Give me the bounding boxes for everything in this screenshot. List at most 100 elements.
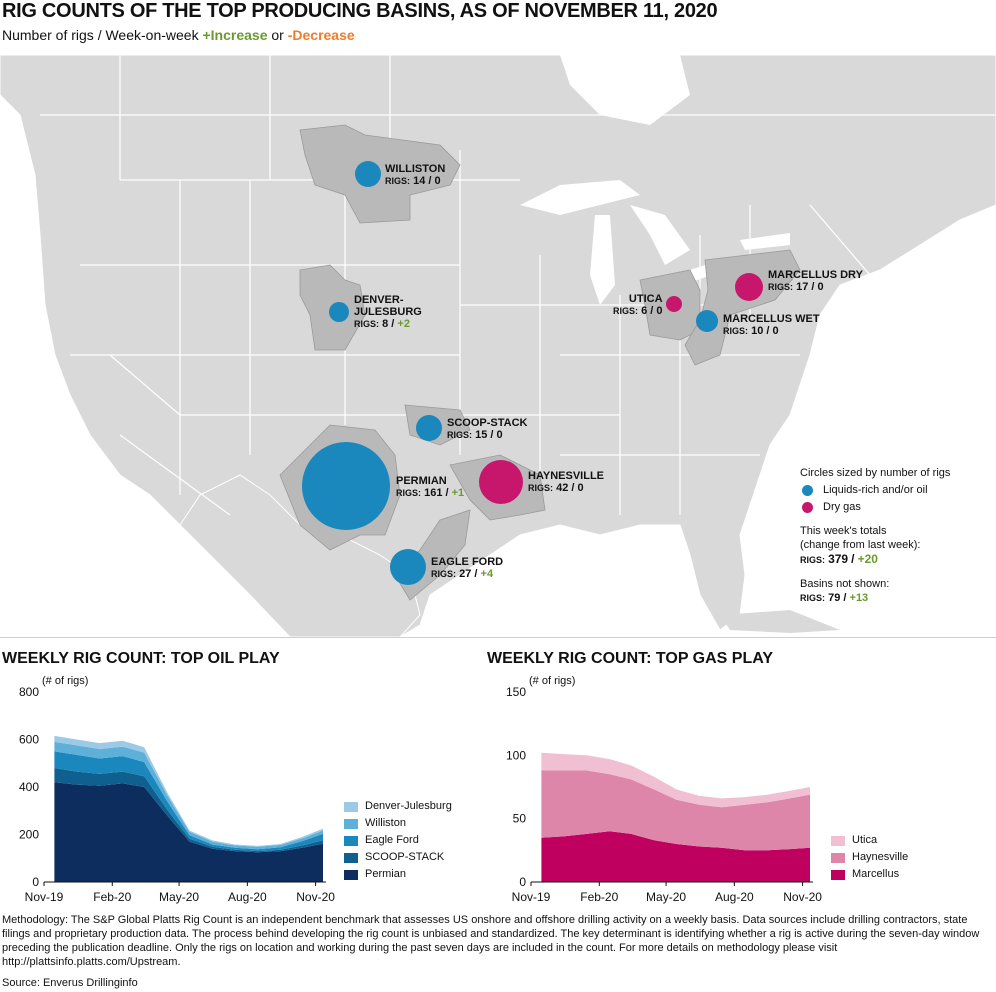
legend-swatch: [344, 852, 358, 863]
subtitle-or: or: [271, 27, 284, 43]
basin-name: HAYNESVILLE: [528, 470, 605, 482]
rigs-sep: /: [766, 325, 770, 337]
rigs-label: RIGS:: [385, 176, 411, 186]
area-series-1[interactable]: [54, 768, 324, 853]
x-tick-label: Aug-20: [715, 890, 754, 904]
totals-change: +20: [857, 552, 878, 566]
y-tick-label: 800: [19, 685, 39, 699]
x-tick-label: Nov-20: [783, 890, 822, 904]
y-tick-label: 0: [32, 875, 39, 889]
rigs-label: RIGS:: [613, 306, 639, 316]
legend-oil-label: Liquids-rich and/or oil: [823, 484, 928, 496]
rigs-sep: /: [391, 318, 395, 330]
hudson-bay: [560, 55, 690, 125]
rigs-value: 10: [751, 325, 764, 337]
basin-label-eagle-ford: EAGLE FORD RIGS: 27 / +4: [431, 556, 503, 580]
circle-scoop-stack[interactable]: [416, 415, 442, 441]
circle-marcellus-dry[interactable]: [735, 273, 763, 301]
legend-gas: Dry gas: [800, 500, 990, 514]
rigs-change: +1: [451, 487, 465, 499]
legend-item-2: Eagle Ford: [344, 832, 452, 849]
not-shown-sep: /: [843, 592, 847, 604]
oil-chart-svg: (# of rigs) 0 200 400 600 800 Nov-19 Feb-20 May-…: [19, 675, 335, 904]
rigs-label: RIGS:: [354, 319, 380, 329]
rigs-value: 15: [475, 429, 488, 441]
rigs-value: 14: [413, 175, 426, 187]
y-tick-label: 50: [513, 812, 527, 826]
area-series-3[interactable]: [54, 741, 324, 850]
lake-ontario: [740, 233, 790, 250]
basin-circles: [302, 161, 763, 585]
circle-utica[interactable]: [666, 296, 682, 312]
circle-williston[interactable]: [355, 161, 381, 187]
rigs-change: +4: [480, 568, 494, 580]
legend-label: Permian: [365, 868, 406, 880]
rigs-change: 0: [772, 325, 779, 337]
basin-name: WILLISTON: [385, 163, 446, 175]
area-series-2[interactable]: [54, 751, 324, 852]
rigs-change: 0: [434, 175, 441, 187]
basin-label-scoop-stack: SCOOP-STACK RIGS: 15 / 0: [447, 417, 527, 441]
area-series-0[interactable]: [54, 782, 324, 882]
x-tick-label: May-20: [646, 890, 686, 904]
map-legend: Circles sized by number of rigs Liquids-…: [800, 466, 990, 605]
subtitle-decrease: -Decrease: [287, 27, 355, 43]
legend-swatch: [831, 869, 845, 880]
oil-dot-icon: [802, 484, 813, 496]
oil-chart: (# of rigs) 0 200 400 600 800 Nov-19 Feb-20 May-…: [0, 672, 340, 909]
page-subtitle: Number of rigs / Week-on-week +Increase …: [2, 27, 355, 43]
rigs-sep: /: [428, 175, 432, 187]
basin-label-permian: PERMIAN RIGS: 161 / +1: [396, 475, 464, 499]
legend-label: Utica: [852, 834, 878, 846]
area-series-0[interactable]: [541, 831, 810, 882]
legend-item-1: Haynesville: [831, 849, 908, 866]
circle-denver-julesburg[interactable]: [329, 302, 349, 322]
basin-label-haynesville: HAYNESVILLE RIGS: 42 / 0: [528, 470, 604, 494]
basin-label-marcellus-wet: MARCELLUS WET RIGS: 10 / 0: [723, 313, 820, 337]
map: WILLISTON RIGS: 14 / 0 DENVER- JULESBURG…: [0, 55, 996, 637]
legend-item-0: Permian: [344, 866, 452, 883]
x-tick-label: May-20: [159, 890, 199, 904]
rigs-label: RIGS:: [431, 569, 457, 579]
x-tick-label: Feb-20: [93, 890, 131, 904]
legend-label: Williston: [365, 817, 406, 829]
basin-label-williston: WILLISTON RIGS: 14 / 0: [385, 163, 445, 187]
circle-marcellus-wet[interactable]: [696, 310, 718, 332]
oil-chart-legend: Denver-Julesburg Williston Eagle Ford SCOOP…: [344, 798, 452, 883]
rigs-change: 0: [496, 429, 503, 441]
y-axis-label: (# of rigs): [529, 675, 575, 687]
y-tick-label: 400: [19, 780, 39, 794]
section-divider: [0, 637, 996, 638]
area-series-2[interactable]: [541, 752, 810, 808]
legend-item-2: Utica: [831, 832, 908, 849]
rigs-sep: /: [571, 482, 575, 494]
legend-gas-label: Dry gas: [823, 501, 861, 513]
legend-swatch: [344, 869, 358, 880]
y-axis-label: (# of rigs): [42, 675, 88, 687]
area-series-1[interactable]: [541, 770, 810, 851]
basin-name-line2: JULESBURG: [354, 306, 422, 318]
rigs-change: 0: [817, 281, 824, 293]
totals-heading-1: This week's totals: [800, 525, 887, 537]
basin-name: SCOOP-STACK: [447, 417, 528, 429]
legend-swatch: [831, 835, 845, 846]
source: Source: Enverus Drillinginfo: [2, 977, 138, 989]
basin-label-denver-julesburg: DENVER- JULESBURG RIGS: 8 / +2: [354, 294, 422, 330]
x-tick-label: Nov-20: [296, 890, 335, 904]
rigs-value: 8: [382, 318, 389, 330]
rigs-value: 42: [556, 482, 569, 494]
legend-label: Haynesville: [852, 851, 909, 863]
not-shown-values: RIGS: 79 / +13: [800, 591, 990, 605]
basin-name: DENVER-: [354, 294, 404, 306]
gas-chart-title: WEEKLY RIG COUNT: TOP GAS PLAY: [487, 650, 773, 667]
basin-name: UTICA: [628, 293, 663, 305]
circle-permian[interactable]: [302, 442, 390, 530]
y-tick-label: 0: [519, 875, 526, 889]
circle-haynesville[interactable]: [479, 460, 523, 504]
land-mexico: [179, 474, 421, 637]
rigs-label: RIGS:: [447, 430, 473, 440]
rigs-change: 0: [656, 305, 663, 317]
rigs-value: 17: [796, 281, 809, 293]
legend-swatch: [344, 801, 358, 812]
circle-eagle-ford[interactable]: [390, 549, 426, 585]
